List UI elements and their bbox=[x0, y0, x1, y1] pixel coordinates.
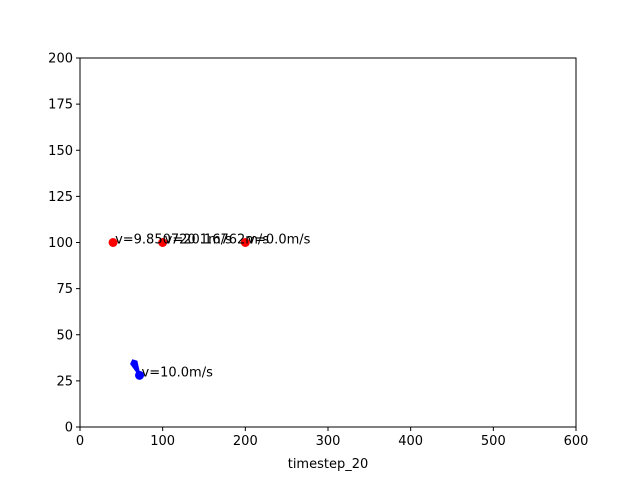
point-label: v=10.0m/s bbox=[142, 365, 214, 380]
y-tick-label: 200 bbox=[48, 52, 73, 67]
x-tick-label: 0 bbox=[76, 434, 84, 449]
chart-marks: v=9.850720 1m/sv=20.16762m/sv=0.0m/s v=10… bbox=[108, 233, 311, 380]
x-tick-label: 200 bbox=[233, 434, 258, 449]
x-tick-label: 600 bbox=[564, 434, 589, 449]
y-tick-label: 125 bbox=[48, 190, 73, 205]
y-tick-label: 150 bbox=[48, 144, 73, 159]
plot-frame bbox=[79, 57, 577, 428]
x-tick-label: 100 bbox=[150, 434, 175, 449]
y-tick-label: 50 bbox=[56, 328, 73, 343]
x-axis: 0 100 200 300 400 500 600 bbox=[76, 427, 589, 449]
point-label: v=20.16762m/s bbox=[165, 233, 270, 248]
y-tick-label: 25 bbox=[56, 374, 73, 389]
data-point bbox=[158, 238, 168, 247]
point-label: v=9.850720 1m/s bbox=[115, 233, 232, 248]
data-point bbox=[108, 238, 118, 247]
x-axis-label: timestep_20 bbox=[288, 457, 369, 472]
data-point bbox=[240, 238, 250, 247]
point-label: v=0.0m/s bbox=[247, 233, 310, 248]
y-tick-label: 0 bbox=[65, 421, 73, 436]
y-tick-label: 175 bbox=[48, 98, 73, 113]
y-tick-label: 75 bbox=[56, 282, 73, 297]
x-tick-label: 500 bbox=[481, 434, 506, 449]
x-tick-label: 400 bbox=[398, 434, 423, 449]
y-tick-label: 100 bbox=[48, 236, 73, 251]
y-axis: 0 25 50 75 100 125 150 175 200 bbox=[48, 52, 80, 436]
data-point bbox=[135, 370, 145, 380]
x-tick-label: 300 bbox=[316, 434, 341, 449]
